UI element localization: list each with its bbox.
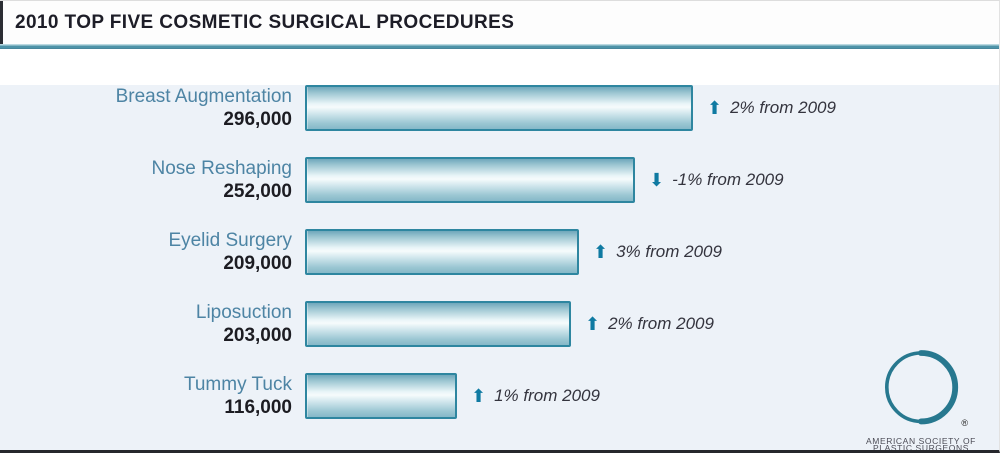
bar	[305, 157, 635, 203]
bar	[305, 85, 693, 131]
up-arrow-icon: ⬆	[585, 314, 601, 334]
bar-row: Tummy Tuck 116,000 ⬆ 1% from 2009	[0, 373, 999, 419]
category-label-block: Eyelid Surgery 209,000	[0, 230, 292, 275]
up-arrow-icon: ⬆	[471, 386, 487, 406]
change-annotation: ⬆ 3% from 2009	[593, 242, 722, 262]
category-value: 296,000	[223, 108, 292, 130]
change-annotation: ⬆ 2% from 2009	[707, 98, 836, 118]
header-divider-rule	[0, 44, 999, 49]
chart-title: 2010 TOP FIVE COSMETIC SURGICAL PROCEDUR…	[15, 11, 515, 33]
logo-text-line1: AMERICAN SOCIETY OF	[866, 436, 976, 446]
bar-rows: Breast Augmentation 296,000 ⬆ 2% from 20…	[0, 85, 999, 419]
category-value: 209,000	[223, 252, 292, 274]
logo-circle-icon: ®	[876, 343, 968, 440]
category-label-block: Liposuction 203,000	[0, 302, 292, 347]
change-text: 2% from 2009	[730, 98, 836, 117]
category-value: 252,000	[223, 180, 292, 202]
registered-mark: ®	[961, 418, 968, 428]
category-name: Breast Augmentation	[115, 85, 292, 107]
down-arrow-icon: ⬇	[649, 170, 665, 190]
up-arrow-icon: ⬆	[593, 242, 609, 262]
bar-row: Eyelid Surgery 209,000 ⬆ 3% from 2009	[0, 229, 999, 275]
category-label-block: Tummy Tuck 116,000	[0, 374, 292, 419]
bar-row: Liposuction 203,000 ⬆ 2% from 2009	[0, 301, 999, 347]
category-value: 203,000	[223, 324, 292, 346]
category-label-block: Nose Reshaping 252,000	[0, 158, 292, 203]
change-text: 1% from 2009	[494, 386, 600, 405]
change-annotation: ⬆ 2% from 2009	[585, 314, 714, 334]
category-name: Nose Reshaping	[151, 157, 292, 179]
category-name: Liposuction	[195, 301, 292, 323]
change-text: -1% from 2009	[672, 170, 784, 189]
chart-area: Breast Augmentation 296,000 ⬆ 2% from 20…	[0, 85, 999, 453]
header: 2010 TOP FIVE COSMETIC SURGICAL PROCEDUR…	[0, 1, 999, 44]
bar	[305, 229, 579, 275]
category-name: Tummy Tuck	[183, 373, 292, 395]
category-name: Eyelid Surgery	[168, 229, 292, 251]
logo-text-line2: PLASTIC SURGEONS	[872, 443, 970, 453]
bar-row: Breast Augmentation 296,000 ⬆ 2% from 20…	[0, 85, 999, 131]
bar	[305, 301, 571, 347]
up-arrow-icon: ⬆	[707, 98, 723, 118]
change-text: 2% from 2009	[608, 314, 714, 333]
category-value: 116,000	[224, 396, 292, 418]
bar	[305, 373, 457, 419]
bar-row: Nose Reshaping 252,000 ⬇ -1% from 2009	[0, 157, 999, 203]
change-annotation: ⬇ -1% from 2009	[649, 170, 784, 190]
change-text: 3% from 2009	[616, 242, 722, 261]
category-label-block: Breast Augmentation 296,000	[0, 86, 292, 131]
asps-logo: ® AMERICAN SOCIETY OF PLASTIC SURGEONS	[857, 343, 985, 453]
change-annotation: ⬆ 1% from 2009	[471, 386, 600, 406]
